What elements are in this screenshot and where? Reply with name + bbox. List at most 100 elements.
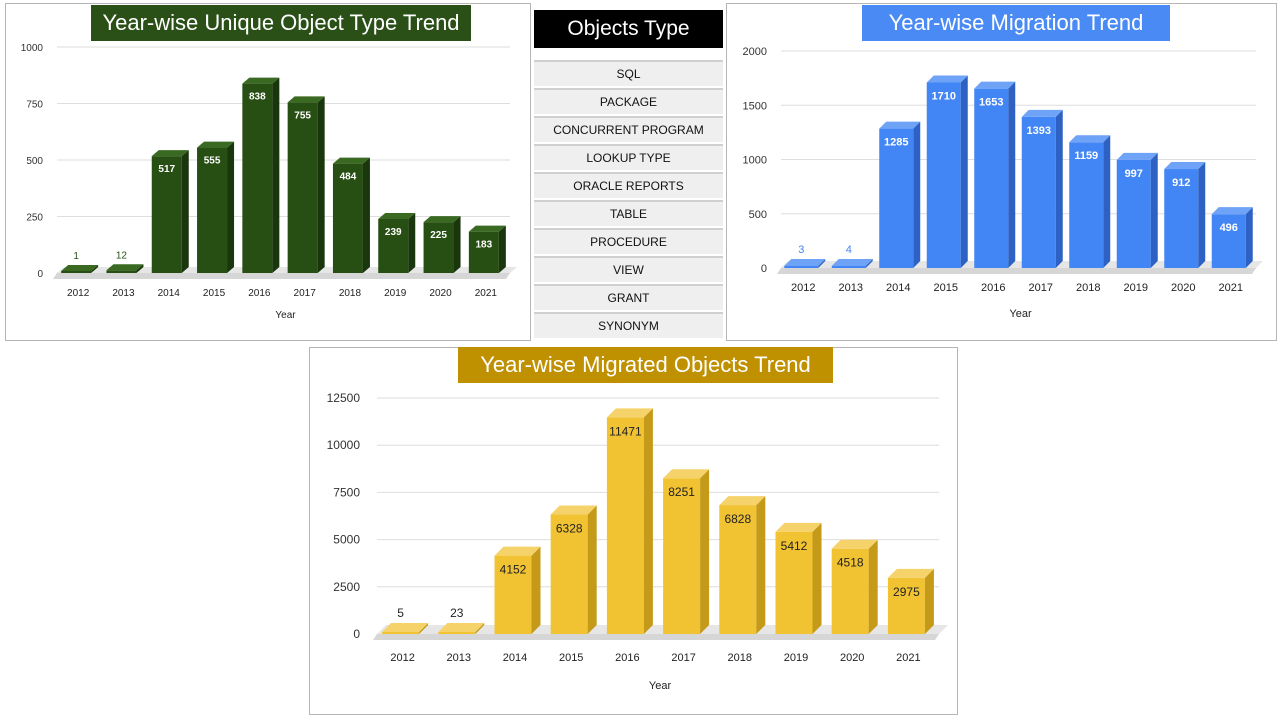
bar-top — [974, 81, 1016, 89]
x-tick-label: 2019 — [1124, 282, 1148, 294]
y-tick-label: 7500 — [333, 485, 360, 499]
bar-top — [438, 623, 485, 632]
chart-title-migration-trend: Year-wise Migration Trend — [862, 5, 1170, 41]
bar-top — [468, 225, 506, 232]
bar-side — [1103, 135, 1111, 268]
bar-side — [419, 623, 429, 634]
y-tick-label: 2000 — [743, 46, 767, 58]
chart-title-unique-object-type: Year-wise Unique Object Type Trend — [91, 5, 471, 41]
bar-top — [606, 408, 653, 418]
objects-type-header: Objects Type — [534, 10, 723, 48]
bar-top — [784, 259, 826, 266]
bar-side — [475, 623, 485, 634]
data-label: 5 — [397, 606, 404, 620]
bar-top — [926, 75, 968, 83]
objects-type-item: PACKAGE — [534, 88, 723, 114]
x-tick-label: 2018 — [339, 288, 362, 299]
data-label: 1 — [73, 251, 79, 262]
data-label: 517 — [158, 164, 175, 175]
bar-side — [868, 539, 878, 634]
data-label: 5412 — [781, 539, 808, 553]
x-tick-label: 2016 — [981, 282, 1005, 294]
x-tick-label: 2019 — [784, 652, 808, 664]
y-tick-label: 0 — [761, 263, 767, 275]
bar-side — [913, 121, 921, 268]
x-tick-label: 2020 — [840, 652, 864, 664]
y-tick-label: 12500 — [327, 391, 361, 405]
x-tick-label: 2014 — [158, 288, 181, 299]
data-label: 183 — [476, 240, 493, 251]
data-label: 4 — [846, 244, 852, 256]
bar-side — [924, 568, 934, 634]
bar-top — [197, 141, 235, 148]
x-tick-label: 2014 — [886, 282, 910, 294]
x-tick-label: 2018 — [728, 652, 752, 664]
bar-side — [643, 408, 653, 634]
bar-top — [831, 259, 873, 266]
y-tick-label: 250 — [26, 213, 43, 224]
data-label: 11471 — [609, 424, 642, 438]
bar-side — [91, 265, 99, 273]
data-label: 484 — [340, 172, 357, 183]
y-tick-label: 750 — [26, 100, 43, 111]
bar-top — [287, 96, 325, 103]
data-label: 225 — [430, 230, 447, 241]
bar — [974, 88, 1009, 268]
objects-type-item: CONCURRENT PROGRAM — [534, 116, 723, 142]
bar-side — [408, 212, 416, 273]
bar — [382, 632, 420, 634]
bar — [775, 531, 813, 634]
data-label: 4152 — [500, 563, 527, 577]
x-tick-label: 2017 — [671, 652, 695, 664]
bar-top — [550, 505, 597, 515]
bar-top — [1164, 162, 1206, 170]
bar-side — [818, 259, 826, 268]
data-label: 1710 — [932, 90, 956, 102]
objects-type-item: SQL — [534, 60, 723, 86]
bar — [784, 266, 819, 268]
y-tick-label: 1000 — [743, 155, 767, 167]
y-tick-label: 500 — [749, 209, 767, 221]
x-tick-label: 2013 — [839, 282, 863, 294]
bar — [719, 505, 757, 634]
bar-side — [756, 496, 766, 634]
data-label: 838 — [249, 92, 266, 103]
bar — [1164, 169, 1199, 268]
bar-top — [1069, 135, 1111, 143]
bar-top — [879, 121, 921, 129]
data-label: 8251 — [668, 485, 695, 499]
x-tick-label: 2021 — [1219, 282, 1243, 294]
bar — [332, 163, 363, 273]
data-label: 1159 — [1074, 150, 1098, 162]
bar-top — [106, 264, 144, 271]
x-tick-label: 2017 — [294, 288, 317, 299]
bar-top — [151, 150, 189, 157]
x-tick-label: 2015 — [203, 288, 226, 299]
bar-top — [382, 623, 429, 632]
bar-top — [1211, 207, 1253, 215]
x-tick-label: 2017 — [1029, 282, 1053, 294]
objects-type-item: GRANT — [534, 284, 723, 310]
unique-object-type-chart: 0 250 500 750 1000 1 2012 12 2013 517 2014 555 2015 8… — [21, 43, 517, 321]
y-tick-label: 5000 — [333, 533, 360, 547]
bar-top — [332, 157, 370, 164]
x-tick-label: 2014 — [503, 652, 527, 664]
x-tick-label: 2021 — [475, 288, 498, 299]
bar-side — [1055, 109, 1063, 268]
x-tick-label: 2015 — [934, 282, 958, 294]
bar-top — [61, 265, 99, 271]
x-axis-title: Year — [275, 310, 296, 321]
objects-type-item: VIEW — [534, 256, 723, 282]
bar-side — [1150, 152, 1158, 268]
x-tick-label: 2016 — [615, 652, 639, 664]
objects-type-item: PROCEDURE — [534, 228, 723, 254]
bar-side — [865, 259, 873, 268]
bar-top — [494, 546, 541, 556]
y-tick-label: 0 — [37, 269, 43, 280]
bar-side — [960, 75, 968, 268]
bar-side — [812, 522, 822, 634]
bar — [106, 270, 137, 273]
data-label: 3 — [798, 244, 804, 256]
bar-top — [775, 522, 822, 532]
migration-trend-chart: 0 500 1000 1500 2000 3 2012 4 2013 1285 2014 1710 20… — [743, 46, 1263, 320]
